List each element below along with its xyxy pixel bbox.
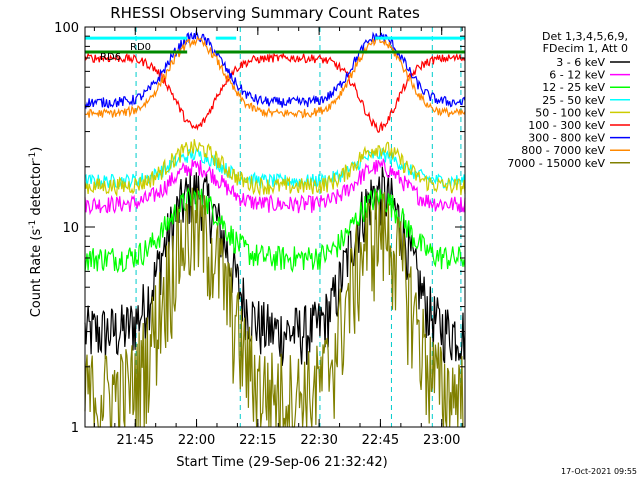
legend-label: 25 - 50 keV (542, 94, 605, 107)
plot-area (84, 27, 466, 428)
x-tick-label: 22:45 (362, 433, 399, 448)
y-tick-label: 10 (62, 221, 79, 236)
series-line (84, 157, 466, 216)
legend-label: 7000 - 15000 keV (507, 157, 605, 170)
annotation-rd6: RD6 (100, 52, 121, 63)
series-line (84, 187, 465, 428)
y-axis-label: Count Rate (s-1 detector-1) (28, 147, 44, 318)
chart-title: RHESSI Observing Summary Count Rates (110, 4, 420, 22)
y-tick-label: 100 (54, 21, 79, 36)
footer-timestamp: 17-Oct-2021 09:55 (561, 467, 637, 476)
x-tick-label: 21:45 (117, 433, 154, 448)
series-line (84, 29, 466, 110)
x-tick-label: 22:15 (239, 433, 276, 448)
x-tick-label: 23:00 (423, 433, 460, 448)
series-line (84, 51, 466, 133)
legend-header-line-1: Det 1,3,4,5,6,9, (542, 30, 628, 43)
x-axis-label: Start Time (29-Sep-06 21:32:42) (176, 455, 387, 470)
annotation-rd0: RD0 (130, 42, 151, 53)
y-axis: 1 10 100 (54, 21, 465, 436)
y-tick-label: 1 (71, 421, 79, 436)
legend-label: 100 - 300 keV (528, 119, 605, 132)
legend-label: 300 - 800 keV (528, 132, 605, 145)
legend-label: 12 - 25 keV (542, 81, 605, 94)
legend-label: 50 - 100 keV (535, 106, 605, 119)
series-line (84, 186, 466, 274)
series-line (84, 139, 466, 198)
series-line (85, 35, 466, 119)
legend-label: 800 - 7000 keV (521, 144, 605, 157)
x-tick-label: 22:30 (300, 433, 337, 448)
legend-label: 3 - 6 keV (556, 56, 605, 69)
legend-header-line-2: FDecim 1, Att 0 (543, 42, 628, 55)
x-axis: 21:45 22:00 22:15 22:30 22:45 23:00 (93, 27, 463, 448)
x-tick-label: 22:00 (178, 433, 215, 448)
legend-label: 6 - 12 keV (549, 69, 605, 82)
